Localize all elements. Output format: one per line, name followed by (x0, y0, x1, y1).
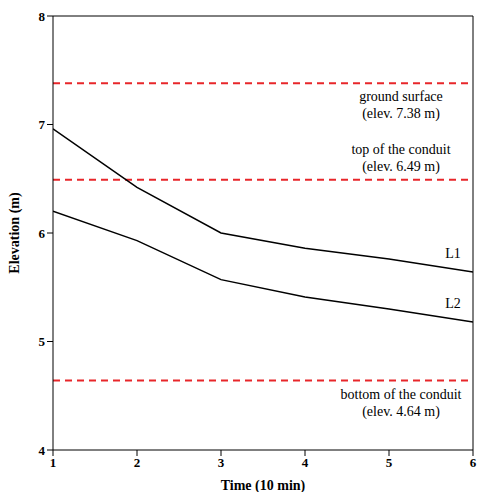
svg-text:Elevation (m): Elevation (m) (8, 192, 23, 274)
svg-text:Time (10 min): Time (10 min) (221, 478, 306, 492)
svg-text:2: 2 (134, 455, 141, 470)
svg-text:5: 5 (386, 455, 393, 470)
svg-text:L1: L1 (445, 246, 461, 261)
svg-text:1: 1 (50, 455, 57, 470)
svg-text:6: 6 (470, 455, 477, 470)
svg-text:L2: L2 (445, 296, 461, 311)
svg-text:6: 6 (39, 226, 46, 241)
svg-text:bottom of the conduit(elev. 4.: bottom of the conduit(elev. 4.64 m) (341, 387, 462, 420)
svg-text:ground surface(elev. 7.38 m): ground surface(elev. 7.38 m) (359, 89, 443, 122)
svg-text:8: 8 (39, 9, 46, 24)
svg-text:4: 4 (302, 455, 309, 470)
svg-text:3: 3 (218, 455, 225, 470)
svg-text:4: 4 (39, 443, 46, 458)
svg-text:5: 5 (39, 334, 46, 349)
svg-text:7: 7 (39, 117, 46, 132)
svg-text:top of the conduit(elev. 6.49: top of the conduit(elev. 6.49 m) (351, 142, 450, 175)
